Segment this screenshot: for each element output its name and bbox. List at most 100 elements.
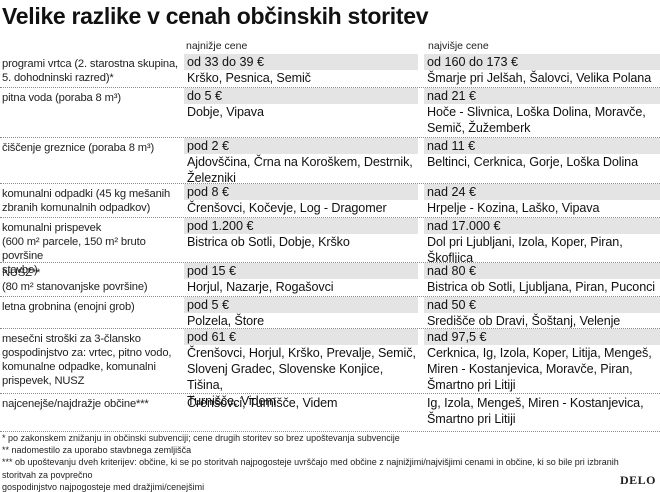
municipality-line: Šmarje pri Jelšah, Šalovci, Velika Polan… [427,71,652,85]
lowest-price: pod 1.200 € [184,218,418,234]
lowest-price: pod 15 € [184,263,418,279]
lowest-price-cell: pod 61 € Črenšovci, Horjul, Krško, Preval… [184,329,418,409]
highest-price-cell: nad 97,5 € Cerknica, Ig, Izola, Koper, Li… [424,329,660,393]
municipality-list: Črenšovci, Kočevje, Log - Dragomer [184,200,418,216]
lowest-price-cell: pod 1.200 € Bistrica ob Sotli, Dobje, Krš… [184,218,418,250]
municipality-line: Ajdovščina, Črna na Koroškem, Destrnik, [187,155,413,169]
highest-price: nad 11 € [424,138,660,154]
municipality-list: Dobje, Vipava [184,104,418,120]
footnote-line: * po zakonskem znižanju in občinski subv… [2,433,400,443]
lowest-price-cell: Črenšovci, Turnišče, Videm [184,394,418,411]
service-label-line: komunalni prispevek [2,222,102,234]
table-row: komunalni odpadki (45 kg mešanih zbranih … [0,184,660,218]
municipality-line: Ig, Izola, Mengeš, Miren - Kostanjevica, [427,396,644,410]
highest-price: nad 24 € [424,184,660,200]
municipality-list: Horjul, Nazarje, Rogašovci [184,279,418,295]
municipality-line: Miren - Kostanjevica, Moravče, Piran, [427,362,633,376]
service-label-line: komunalni odpadki (45 kg mešanih [2,188,171,200]
municipality-list: Središče ob Dravi, Šoštanj, Velenje [424,313,660,329]
municipality-line: Hoče - Slivnica, Loška Dolina, Moravče, [427,105,646,119]
table-row: NUSZ** (80 m² stanovanjske površine) pod 1… [0,263,660,297]
service-label: komunalni odpadki (45 kg mešanih zbranih … [2,187,178,215]
service-label-line: najcenejše/najdražje občine*** [2,398,149,410]
service-label-line: programi vrtca (2. starostna skupina, [2,58,179,70]
municipality-line: Škofljica [427,251,473,265]
service-label: čiščenje greznice (poraba 8 m³) [2,141,178,155]
lowest-price-cell: pod 15 € Horjul, Nazarje, Rogašovci [184,263,418,295]
municipality-list: Ajdovščina, Črna na Koroškem, Destrnik, Ž… [184,154,418,186]
municipality-list: Beltinci, Cerknica, Gorje, Loška Dolina [424,154,660,170]
service-label: mesečni stroški za 3-člansko gospodinjstv… [2,332,178,388]
municipality-list: Šmarje pri Jelšah, Šalovci, Velika Polan… [424,70,660,86]
municipality-line: Krško, Pesnica, Semič [187,71,311,85]
price-table: programi vrtca (2. starostna skupina, 5. … [0,54,660,432]
service-label: letna grobnina (enojni grob) [2,300,178,314]
municipality-line: Semič, Žužemberk [427,121,531,135]
municipality-line: Horjul, Nazarje, Rogašovci [187,280,334,294]
service-label-line: prispevek, NUSZ [2,375,85,387]
page-title: Velike razlike v cenah občinskih storite… [2,3,429,29]
highest-price: nad 97,5 € [424,329,660,345]
service-label: najcenejše/najdražje občine*** [2,397,178,411]
highest-price-cell: nad 50 € Središče ob Dravi, Šoštanj, Vele… [424,297,660,329]
municipality-list: Polzela, Štore [184,313,418,329]
table-row: programi vrtca (2. starostna skupina, 5. … [0,54,660,88]
highest-price-cell: nad 80 € Bistrica ob Sotli, Ljubljana, Pi… [424,263,660,295]
service-label-line: komunalne odpadke, komunalni [2,361,156,373]
service-label-line: zbranih komunalnih odpadkov) [2,202,151,214]
municipality-line: Polzela, Štore [187,314,265,328]
service-label-line: gospodinjstvo za: vrtec, pitno vodo, [2,347,172,359]
service-label-line: letna grobnina (enojni grob) [2,301,135,313]
service-label: komunalni prispevek (600 m² parcele, 150 … [2,221,178,277]
service-label-line: pitna voda (poraba 8 m³) [2,92,121,104]
table-row: komunalni prispevek (600 m² parcele, 150 … [0,218,660,276]
highest-price-cell: nad 17.000 € Dol pri Ljubljani, Izola, Ko… [424,218,660,266]
lowest-price-cell: pod 2 € Ajdovščina, Črna na Koroškem, Des… [184,138,418,186]
highest-price-cell: nad 11 € Beltinci, Cerknica, Gorje, Loška… [424,138,660,170]
service-label: pitna voda (poraba 8 m³) [2,91,178,105]
municipality-line: Bistrica ob Sotli, Ljubljana, Piran, Puc… [427,280,656,294]
municipality-line: Hrpelje - Kozina, Laško, Vipava [427,201,600,215]
footnote-line: gospodinjstvo najpogosteje med dražjimi/… [2,481,205,492]
municipality-line: Dobje, Vipava [187,105,264,119]
municipality-line: Dol pri Ljubljani, Izola, Koper, Piran, [427,235,623,249]
municipality-list: Črenšovci, Turnišče, Videm [184,394,418,411]
highest-price: nad 17.000 € [424,218,660,234]
municipality-list: Črenšovci, Horjul, Krško, Prevalje, Semi… [184,345,418,409]
municipality-list: Hoče - Slivnica, Loška Dolina, Moravče, S… [424,104,660,136]
highest-price-cell: nad 24 € Hrpelje - Kozina, Laško, Vipava [424,184,660,216]
table-row: najcenejše/najdražje občine*** Črenšovci,… [0,394,660,432]
municipality-line: Črenšovci, Kočevje, Log - Dragomer [187,201,387,215]
service-label: programi vrtca (2. starostna skupina, 5. … [2,57,178,85]
service-label-line: 5. dohodninski razred)* [2,72,114,84]
table-row: pitna voda (poraba 8 m³) do 5 € Dobje, Vip… [0,88,660,138]
lowest-price-cell: do 5 € Dobje, Vipava [184,88,418,120]
lowest-price: pod 8 € [184,184,418,200]
footnote-line: *** ob upoštevanju dveh kriterijev: obči… [2,457,619,480]
delo-logo: DELO [619,473,656,487]
municipality-list: Dol pri Ljubljani, Izola, Koper, Piran, Š… [424,234,660,266]
service-label-line: mesečni stroški za 3-člansko [2,333,141,345]
highest-price-cell: od 160 do 173 € Šmarje pri Jelšah, Šalovc… [424,54,660,86]
municipality-line: Šmartno pri Litiji [427,412,516,426]
municipality-line: Cerknica, Ig, Izola, Koper, Litija, Meng… [427,346,652,360]
highest-price-cell: nad 21 € Hoče - Slivnica, Loška Dolina, M… [424,88,660,136]
municipality-list: Ig, Izola, Mengeš, Miren - Kostanjevica,… [424,394,660,427]
municipality-line: Bistrica ob Sotli, Dobje, Krško [187,235,350,249]
lowest-price-cell: od 33 do 39 € Krško, Pesnica, Semič [184,54,418,86]
service-label-line: čiščenje greznice (poraba 8 m³) [2,142,155,154]
municipality-line: Črenšovci, Turnišče, Videm [187,396,338,410]
highest-price: nad 21 € [424,88,660,104]
municipality-list: Bistrica ob Sotli, Dobje, Krško [184,234,418,250]
municipality-line: Črenšovci, Horjul, Krško, Prevalje, Semi… [187,346,416,360]
service-label-line: NUSZ** [2,267,41,279]
column-header-highest: najvišje cene [428,40,489,52]
municipality-line: Železniki [187,171,236,185]
municipality-line: Beltinci, Cerknica, Gorje, Loška Dolina [427,155,638,169]
municipality-line: Turnišče, Videm [187,394,276,408]
highest-price: od 160 do 173 € [424,54,660,70]
service-label-line: (80 m² stanovanjske površine) [2,281,148,293]
lowest-price-cell: pod 5 € Polzela, Štore [184,297,418,329]
table-row: letna grobnina (enojni grob) pod 5 € Polze… [0,297,660,329]
table-row: mesečni stroški za 3-člansko gospodinjstv… [0,329,660,408]
